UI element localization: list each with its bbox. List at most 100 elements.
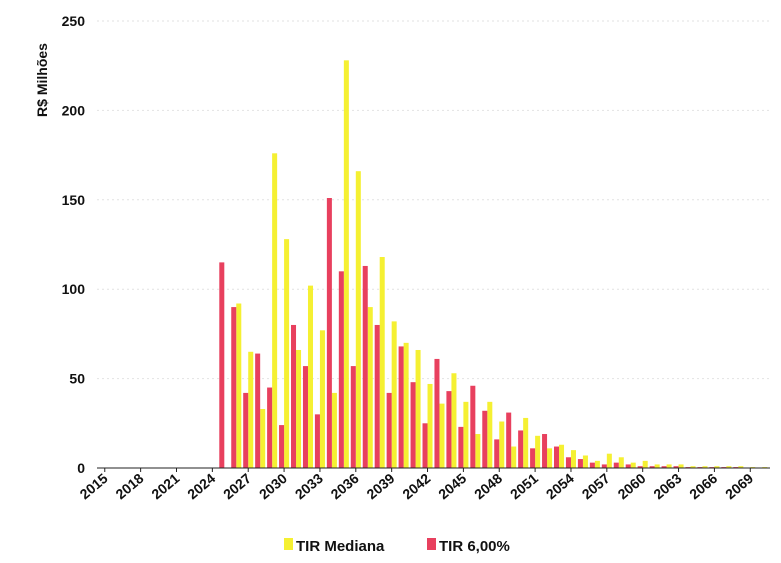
bar-tir-6-2051 — [530, 448, 536, 468]
bar-tir-6-2032 — [302, 366, 308, 468]
x-tick-label-2066: 2066 — [686, 470, 720, 502]
bar-tir-6-2047 — [482, 410, 488, 468]
gridlines — [97, 20, 770, 380]
series-0 — [236, 60, 768, 468]
y-axis-title: R$ Milhões — [34, 43, 50, 117]
bar-tir-mediana-2032 — [307, 285, 314, 468]
bar-tir-mediana-2053 — [559, 444, 565, 468]
x-tick-label-2033: 2033 — [292, 470, 326, 502]
bar-tir-mediana-2065 — [702, 466, 708, 468]
legend-swatch-tir-6 — [427, 538, 436, 550]
bar-tir-mediana-2062 — [666, 464, 672, 468]
bar-tir-mediana-2056 — [594, 460, 600, 468]
bar-tir-mediana-2039 — [391, 321, 397, 468]
bar-tir-6-2040 — [398, 346, 404, 468]
bar-tir-mediana-2068 — [738, 466, 744, 468]
bar-tir-mediana-2029 — [272, 153, 278, 468]
bar-tir-mediana-2057 — [606, 453, 612, 468]
bar-tir-mediana-2026 — [236, 303, 242, 468]
legend: TIR Mediana TIR 6,00% — [284, 538, 510, 555]
x-tick-label-2021: 2021 — [148, 470, 182, 502]
bar-tir-6-2041 — [410, 382, 416, 468]
bar-tir-6-2036 — [350, 366, 356, 468]
bar-tir-6-2053 — [553, 446, 560, 468]
legend-label-tir-6: TIR 6,00% — [439, 538, 510, 555]
y-tick-label-250: 250 — [62, 13, 86, 29]
bar-tir-6-2027 — [243, 392, 249, 468]
series-1 — [219, 198, 739, 468]
bar-tir-mediana-2058 — [618, 457, 624, 468]
bar-tir-mediana-2033 — [319, 330, 325, 468]
bar-tir-6-2063 — [673, 466, 679, 468]
bar-tir-mediana-2038 — [379, 257, 385, 468]
bar-tir-mediana-2048 — [499, 421, 505, 468]
x-tick-label-2057: 2057 — [579, 470, 613, 502]
bar-tir-mediana-2051 — [535, 435, 541, 468]
bar-tir-mediana-2052 — [547, 448, 553, 468]
bar-tir-6-2056 — [589, 462, 595, 468]
bar-tir-mediana-2042 — [427, 383, 433, 468]
bar-tir-6-2030 — [279, 425, 285, 468]
x-tick-label-2048: 2048 — [471, 470, 505, 502]
bar-tir-mediana-2050 — [523, 417, 529, 468]
y-tick-label-0: 0 — [77, 460, 85, 476]
bar-tir-6-2039 — [386, 392, 392, 468]
x-tick-label-2063: 2063 — [650, 470, 684, 502]
bar-tir-6-2046 — [470, 385, 476, 468]
bar-tir-mediana-2031 — [296, 349, 302, 468]
bar-tir-mediana-2034 — [331, 392, 337, 468]
x-tick-label-2054: 2054 — [543, 470, 577, 502]
bar-tir-6-2033 — [314, 414, 320, 468]
bar-tir-6-2043 — [434, 358, 440, 468]
bar-tir-mediana-2064 — [690, 466, 696, 468]
bar-tir-6-2049 — [506, 412, 512, 468]
bar-tir-mediana-2067 — [726, 466, 732, 468]
bar-tir-mediana-2045 — [463, 401, 469, 468]
bar-tir-6-2061 — [649, 466, 655, 468]
x-tick-label-2018: 2018 — [112, 470, 146, 502]
bar-tir-mediana-2030 — [284, 239, 290, 468]
legend-swatch-tir-mediana — [284, 538, 293, 550]
x-tick-label-2060: 2060 — [614, 470, 648, 502]
bar-tir-6-2026 — [231, 307, 237, 468]
bar-tir-6-2060 — [637, 466, 643, 468]
x-tick-label-2042: 2042 — [399, 470, 433, 502]
x-tick-label-2069: 2069 — [722, 470, 756, 502]
legend-label-tir-mediana: TIR Mediana — [296, 538, 385, 555]
bar-tir-6-2045 — [458, 426, 464, 468]
bar-tir-6-2057 — [601, 464, 607, 468]
y-axis-ticks: 0 50 100 150 200 250 — [62, 13, 86, 476]
y-tick-label-100: 100 — [62, 281, 86, 297]
bar-tir-mediana-2047 — [487, 401, 493, 468]
bar-tir-mediana-2027 — [248, 351, 254, 468]
bar-tir-mediana-2028 — [260, 408, 266, 468]
bar-tir-6-2048 — [494, 439, 500, 468]
bar-tir-mediana-2063 — [678, 464, 684, 468]
bar-tir-6-2058 — [613, 462, 619, 468]
x-tick-label-2027: 2027 — [220, 470, 254, 502]
x-tick-label-2051: 2051 — [507, 470, 541, 502]
x-tick-label-2024: 2024 — [184, 470, 218, 502]
bar-tir-mediana-2046 — [475, 434, 481, 468]
bar-tir-mediana-2040 — [403, 342, 409, 468]
bar-tir-6-2059 — [625, 464, 631, 468]
bar-tir-6-2031 — [291, 324, 297, 468]
y-tick-label-200: 200 — [62, 102, 86, 118]
bar-tir-6-2037 — [362, 265, 368, 468]
bar-tir-mediana-2035 — [343, 60, 349, 468]
bar-tir-mediana-2044 — [451, 373, 457, 468]
bar-tir-mediana-2061 — [654, 464, 660, 468]
x-axis-ticks: 2015 2018 2021 2024 2027 2030 2033 2036 2039 2042… — [77, 468, 756, 502]
bar-tir-mediana-2054 — [570, 450, 576, 468]
bar-tir-6-2055 — [577, 459, 583, 468]
bar-tir-mediana-2055 — [582, 455, 588, 468]
y-tick-label-150: 150 — [62, 192, 86, 208]
bar-tir-6-2062 — [661, 466, 667, 468]
bar-tir-6-2029 — [267, 387, 273, 468]
x-tick-label-2045: 2045 — [435, 470, 469, 502]
bar-tir-6-2044 — [446, 391, 452, 468]
bar-tir-6-2054 — [565, 457, 571, 468]
bar-tir-6-2035 — [338, 271, 344, 468]
bar-tir-mediana-2066 — [714, 466, 720, 468]
